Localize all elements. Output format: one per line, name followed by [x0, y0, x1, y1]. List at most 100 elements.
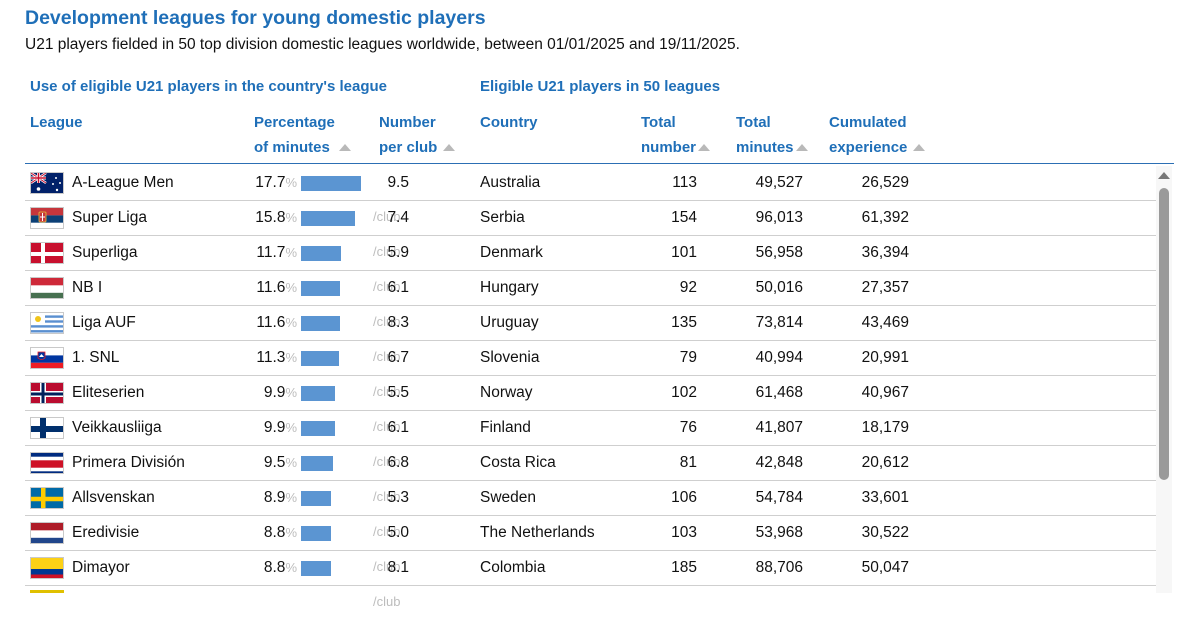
sweden-flag-icon	[30, 487, 64, 509]
table-row[interactable]: Eliteserien 9.9% 5.5 /club Norway 102 61,468 4…	[25, 376, 1156, 434]
percentage-number: 8.8	[263, 559, 286, 576]
total-number: 154	[671, 209, 697, 226]
serbia-flag-icon	[30, 207, 64, 229]
number-per-club: 7.4 /club	[373, 201, 439, 269]
percentage-number: 9.5	[263, 454, 286, 471]
sort-arrow-icon[interactable]	[698, 144, 711, 151]
country-name: Serbia	[480, 209, 525, 226]
per-club-value: 8.1	[387, 559, 409, 576]
header-divider	[25, 163, 1174, 164]
percentage-value: 9.5%	[225, 446, 297, 480]
country-name: Norway	[480, 384, 533, 401]
cumulated-experience: 50,047	[861, 559, 909, 576]
cumulated-experience: 30,522	[861, 524, 909, 541]
table-row[interactable]: 1. SNL 11.3% 6.7 /club Slovenia 79 40,994 20,9…	[25, 341, 1156, 399]
table-row[interactable]: Veikkausliiga 9.9% 6.1 /club Finland 76 41,80…	[25, 411, 1156, 469]
cumulated-experience: 20,991	[861, 349, 909, 366]
table-row[interactable]: Eredivisie 8.8% 5.0 /club The Netherlands 10…	[25, 516, 1156, 574]
table-row[interactable]: NB I 11.6% 6.1 /club Hungary 92 50,016 27,357	[25, 271, 1156, 329]
percent-unit: %	[285, 175, 297, 190]
percentage-value: 9.9%	[225, 376, 297, 410]
column-header-percentage[interactable]: Percentage of minutes	[254, 110, 351, 160]
league-name: Liga AUF	[72, 314, 136, 331]
group-header-eligible-players: Eligible U21 players in 50 leagues	[480, 78, 721, 95]
total-minutes: 42,848	[755, 454, 803, 471]
percentage-number: 9.9	[263, 419, 286, 436]
column-header-cumulated-experience[interactable]: Cumulated experience	[829, 110, 926, 160]
country-name: Australia	[480, 174, 541, 191]
percentage-value: 17.7%	[225, 166, 297, 200]
total-minutes: 41,807	[755, 419, 803, 436]
percentage-value: 11.6%	[225, 271, 297, 305]
column-header-league[interactable]: League	[30, 110, 83, 135]
total-number: 101	[671, 244, 697, 261]
league-name: Eliteserien	[72, 384, 145, 401]
percent-unit: %	[285, 385, 297, 400]
percentage-bar	[301, 491, 331, 506]
column-header-country[interactable]: Country	[480, 110, 538, 135]
percent-unit: %	[285, 560, 297, 575]
column-header-label-line1: Total	[736, 114, 771, 131]
table-row[interactable]: A-League Men 17.7% 9.5 /club Australia 113 49…	[25, 166, 1156, 224]
number-per-club: 5.0 /club	[373, 516, 439, 584]
number-per-club: 8.3 /club	[373, 306, 439, 374]
per-club-value: 6.1	[387, 279, 409, 296]
percentage-value: 11.7%	[225, 236, 297, 270]
club-unit: /club	[373, 349, 401, 364]
percent-unit: %	[285, 525, 297, 540]
table-row[interactable]: Dimayor 8.8% 8.1 /club Colombia 185 88,706 50,…	[25, 551, 1156, 609]
cumulated-experience: 61,392	[861, 209, 909, 226]
total-minutes: 49,527	[755, 174, 803, 191]
column-header-label-line2: per club	[379, 139, 438, 156]
country-name: Costa Rica	[480, 454, 556, 471]
column-header-total-minutes[interactable]: Total minutes	[736, 110, 808, 160]
club-unit: /club	[373, 594, 401, 609]
total-number: 135	[671, 314, 697, 331]
league-name: Veikkausliiga	[72, 419, 162, 436]
cumulated-experience: 18,179	[861, 419, 909, 436]
percentage-number: 11.6	[256, 314, 286, 331]
total-number: 113	[672, 174, 697, 191]
cumulated-experience: 43,469	[861, 314, 909, 331]
league-name: Eredivisie	[72, 524, 140, 541]
cumulated-experience: 26,529	[861, 174, 909, 191]
column-header-label-line2: minutes	[736, 139, 794, 156]
sort-arrow-icon[interactable]	[795, 144, 808, 151]
column-header-league-label: League	[30, 114, 83, 131]
sort-arrow-icon[interactable]	[338, 144, 351, 151]
column-header-country-label: Country	[480, 114, 538, 131]
sort-arrow-icon[interactable]	[443, 144, 456, 151]
colombia-flag-icon	[30, 557, 64, 579]
league-name: Superliga	[72, 244, 138, 261]
percent-unit: %	[285, 420, 297, 435]
per-club-value: 8.3	[387, 314, 409, 331]
page-title: Development leagues for young domestic p…	[25, 7, 486, 29]
percentage-bar	[301, 281, 340, 296]
scrollbar-thumb[interactable]	[1159, 188, 1169, 480]
table-row[interactable]: Allsvenskan 8.9% 5.3 /club Sweden 106 54,784 3…	[25, 481, 1156, 539]
scroll-up-arrow-icon[interactable]	[1158, 172, 1170, 179]
total-minutes: 61,468	[755, 384, 803, 401]
table-row[interactable]: Superliga 11.7% 5.9 /club Denmark 101 56,958 3…	[25, 236, 1156, 294]
column-header-label-line2: experience	[829, 139, 908, 156]
total-minutes: 96,013	[755, 209, 803, 226]
sort-arrow-icon[interactable]	[913, 144, 926, 151]
percentage-bar	[301, 351, 339, 366]
total-number: 79	[679, 349, 697, 366]
per-club-value: 7.4	[387, 209, 409, 226]
number-per-club: 6.8 /club	[373, 446, 439, 514]
column-header-total-number[interactable]: Total number	[641, 110, 711, 160]
percent-unit: %	[285, 210, 297, 225]
column-header-label-line1: Percentage	[254, 114, 335, 131]
per-club-value: 5.0	[387, 524, 409, 541]
percentage-value: 8.8%	[225, 516, 297, 550]
number-per-club: 5.5 /club	[373, 376, 439, 444]
table-row[interactable]: Primera División 9.5% 6.8 /club Costa Rica 8…	[25, 446, 1156, 504]
table-row[interactable]: Liga AUF 11.6% 8.3 /club Uruguay 135 73,814 43…	[25, 306, 1156, 364]
club-unit: /club	[373, 489, 401, 504]
column-header-number-per-club[interactable]: Number per club	[379, 110, 456, 160]
number-per-club: 9.5 /club	[373, 166, 439, 234]
table-row[interactable]: Super Liga 15.8% 7.4 /club Serbia 154 96,013 6…	[25, 201, 1156, 259]
league-name: Super Liga	[72, 209, 147, 226]
denmark-flag-icon	[30, 242, 64, 264]
